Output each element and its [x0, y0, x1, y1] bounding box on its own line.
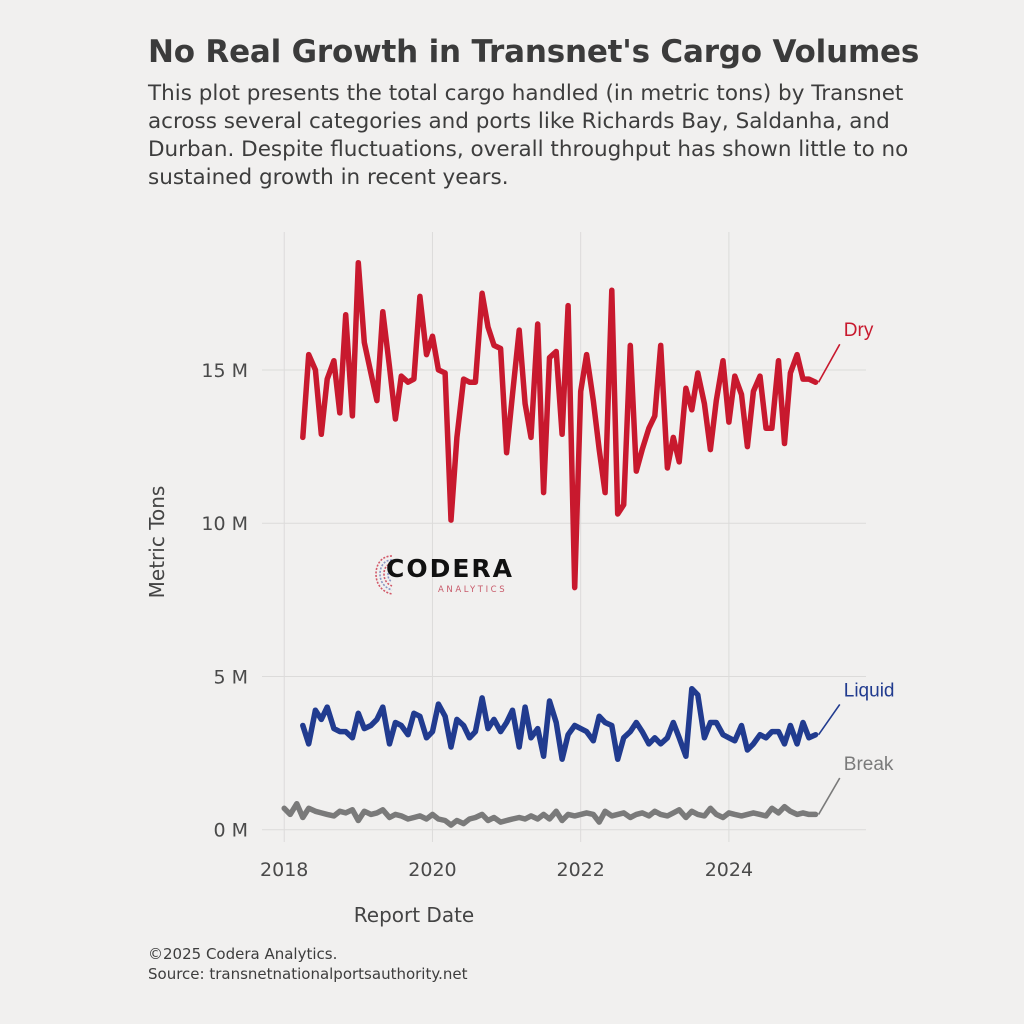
- series-line-liquid: [300, 685, 819, 762]
- series-label-leader: [817, 777, 841, 815]
- y-tick-label: 0 M: [213, 820, 248, 842]
- x-axis-title: Report Date: [354, 903, 474, 927]
- chart-title: No Real Growth in Transnet's Cargo Volum…: [148, 34, 920, 70]
- series-line-break: [281, 800, 819, 828]
- footer: ©2025 Codera Analytics. Source: transnet…: [148, 944, 467, 984]
- logo-wordmark: CODERA: [386, 554, 515, 583]
- y-tick-label: 5 M: [213, 666, 248, 688]
- y-axis-title: Metric Tons: [145, 486, 169, 599]
- series-label-leader: [817, 343, 841, 383]
- fingerprint-icon: [375, 555, 393, 595]
- copyright-text: ©2025 Codera Analytics.: [148, 945, 338, 963]
- source-text: Source: transnetnationalportsauthority.n…: [148, 965, 468, 983]
- y-tick-label: 10 M: [201, 513, 248, 535]
- series-label-leader: [817, 703, 841, 736]
- x-tick-label: 2022: [556, 859, 604, 881]
- x-tick-label: 2020: [408, 859, 456, 881]
- codera-logo: CODERA ANALYTICS: [372, 548, 522, 600]
- series-label-dry: Dry: [844, 320, 874, 341]
- x-tick-label: 2018: [260, 859, 308, 881]
- series-label-break: Break: [844, 754, 894, 775]
- axes: 0 M 5 M 10 M 15 M 2018 2020 2022 2024 Report Dat…: [145, 360, 753, 927]
- series-lines: [281, 259, 819, 828]
- x-tick-label: 2024: [705, 859, 753, 881]
- chart-subtitle: This plot presents the total cargo handl…: [148, 81, 909, 190]
- logo-subtext: ANALYTICS: [438, 585, 508, 595]
- y-tick-label: 15 M: [201, 360, 248, 382]
- series-labels: Dry Liquid Break: [817, 320, 895, 815]
- series-label-liquid: Liquid: [844, 680, 895, 701]
- series-line-dry: [300, 259, 819, 591]
